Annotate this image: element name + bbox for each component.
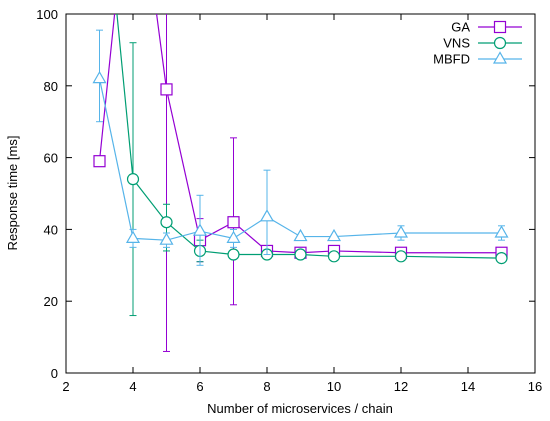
y-tick-label: 0 (51, 366, 58, 381)
legend-item-ga: GA (451, 20, 522, 35)
data-point-mbfd (125, 230, 141, 243)
series-mbfd (92, 29, 509, 266)
data-point-mbfd (226, 230, 241, 243)
x-tick-label: 12 (394, 379, 408, 394)
axis-ticks: 2 4 6 8 10 12 14 16 0 20 40 60 80 100 (36, 7, 542, 394)
data-point-mbfd (259, 209, 275, 222)
data-point-vns (394, 250, 408, 263)
data-point-mbfd (393, 225, 409, 238)
x-axis-label: Number of microservices / chain (207, 401, 393, 416)
x-tick-label: 10 (327, 379, 341, 394)
x-tick-label: 14 (461, 379, 475, 394)
data-point-mbfd (159, 232, 174, 245)
series-layer (92, 14, 509, 352)
y-tick-label: 60 (44, 151, 58, 166)
data-point-mbfd (92, 70, 107, 84)
legend-label-mbfd: MBFD (433, 52, 470, 67)
data-point-ga (227, 216, 240, 229)
y-tick-label: 100 (36, 7, 58, 22)
legend-marker-mbfd (492, 51, 508, 64)
data-point-vns (126, 173, 140, 186)
series-line-mbfd (98, 78, 502, 241)
data-point-mbfd (293, 228, 308, 242)
data-point-vns (160, 216, 173, 229)
y-axis-label: Response time [ms] (5, 136, 20, 251)
legend-marker-vns (493, 36, 507, 50)
plot-frame (65, 13, 536, 374)
x-tick-label: 8 (263, 379, 270, 394)
y-tick-label: 20 (44, 294, 58, 309)
legend-item-mbfd: MBFD (433, 51, 522, 67)
data-point-vns (495, 252, 508, 265)
legend-label-ga: GA (451, 20, 470, 35)
series-line-vns (116, 14, 502, 259)
data-point-vns (327, 250, 341, 263)
y-tick-label: 80 (44, 79, 58, 94)
data-point-vns (294, 248, 307, 261)
legend-label-vns: VNS (443, 36, 470, 51)
data-point-mbfd (326, 228, 342, 242)
series-vns (116, 14, 508, 317)
data-point-vns (227, 248, 240, 261)
data-point-ga (160, 83, 173, 96)
y-tick-label: 40 (44, 222, 58, 237)
x-tick-label: 2 (62, 379, 69, 394)
x-tick-label: 16 (528, 379, 542, 394)
legend-marker-ga (493, 20, 507, 34)
data-point-mbfd (494, 225, 509, 238)
data-point-ga (93, 155, 106, 168)
series-line-ga (98, 14, 502, 254)
data-point-mbfd (192, 223, 208, 236)
legend-item-vns: VNS (443, 36, 522, 51)
x-tick-label: 4 (129, 379, 136, 394)
x-tick-label: 6 (196, 379, 203, 394)
